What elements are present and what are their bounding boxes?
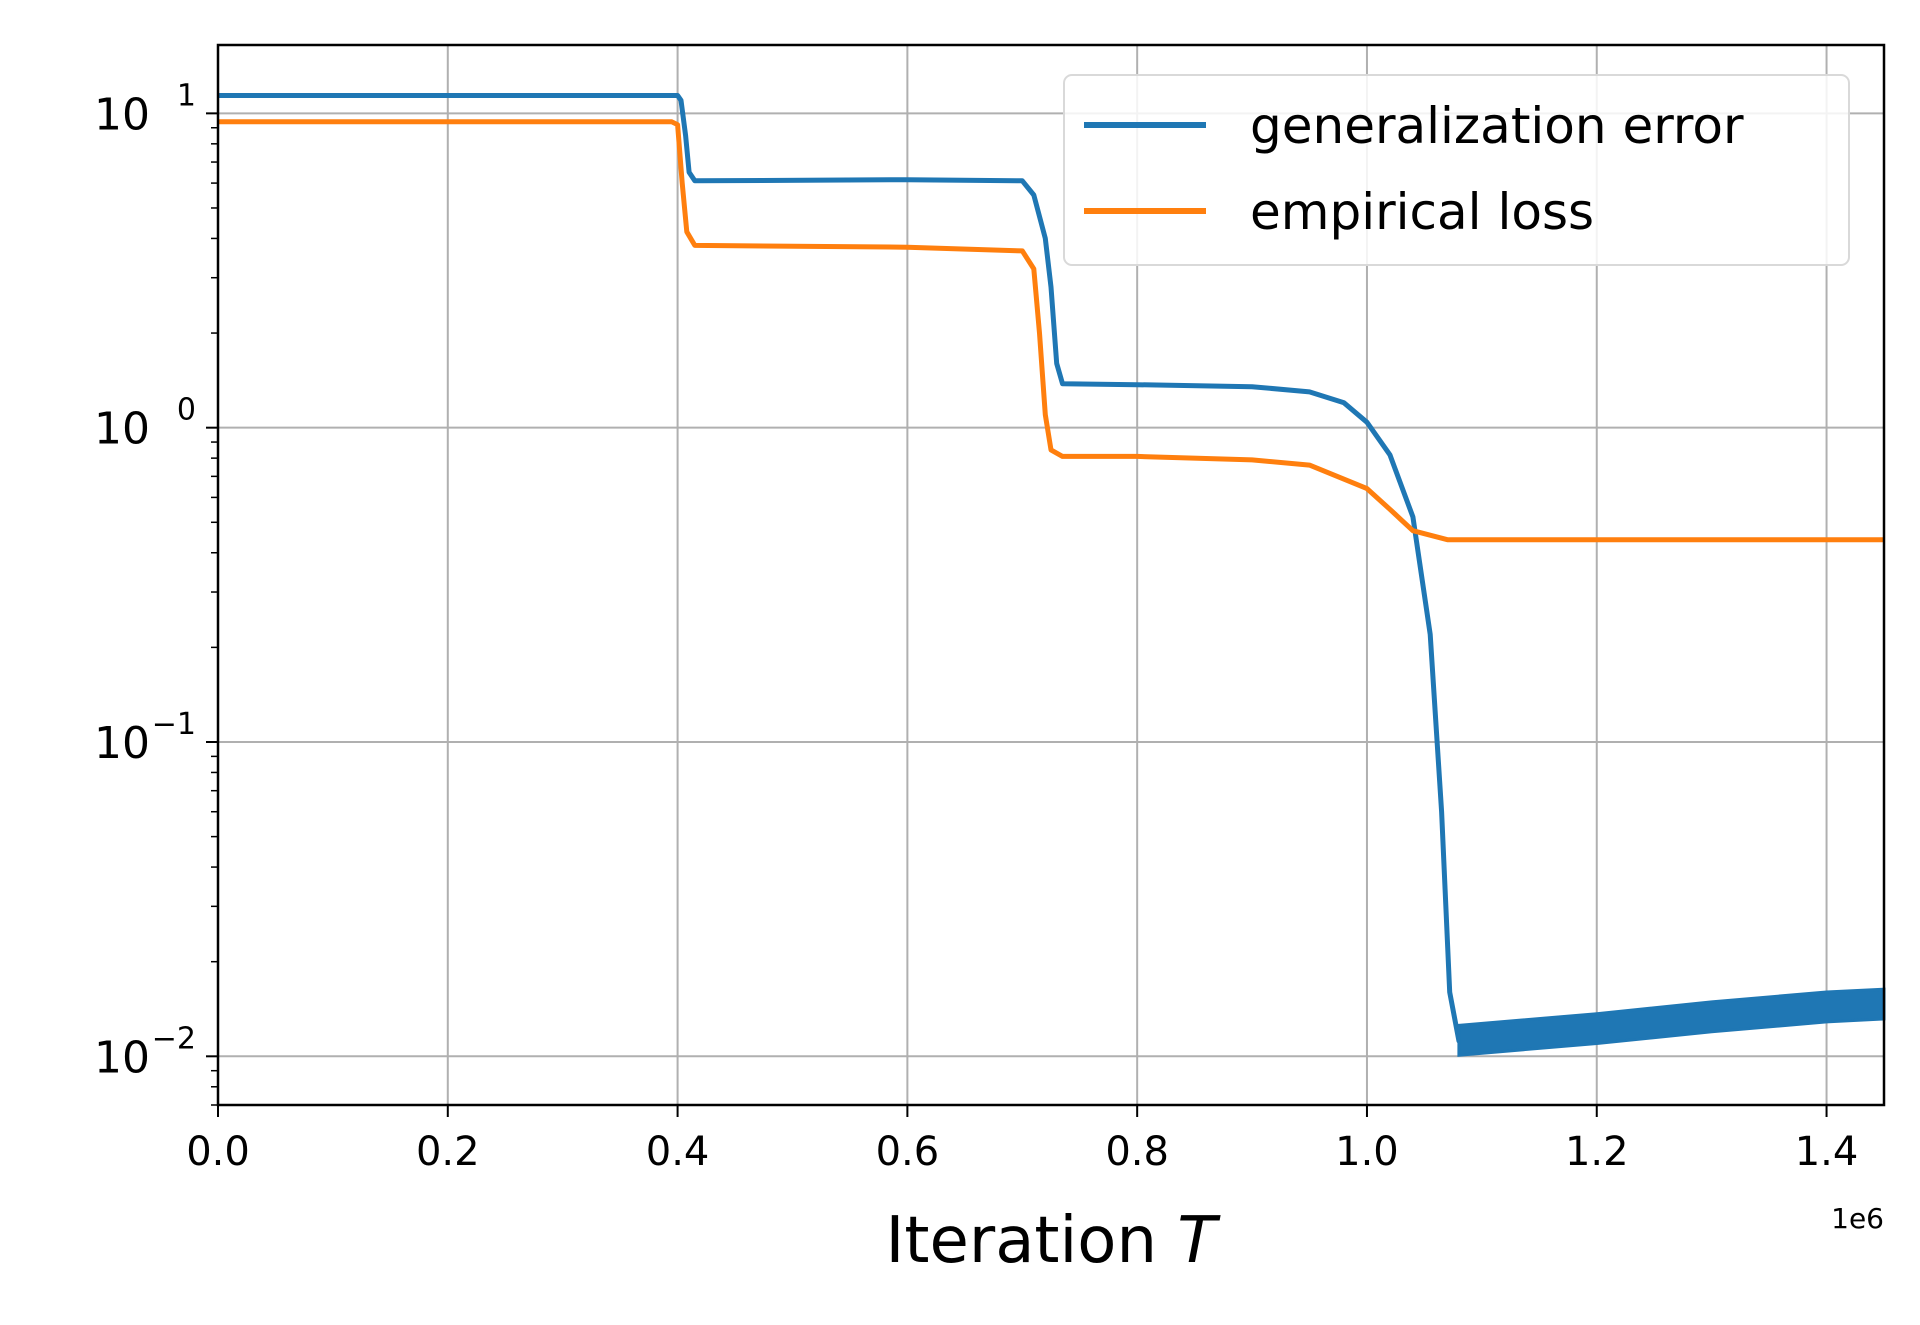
y-tick-base: 10: [94, 1032, 150, 1083]
legend-label: empirical loss: [1250, 183, 1594, 241]
ticks: [206, 112, 1828, 1117]
series-line-generalization-error: [218, 93, 1885, 1044]
y-tick-exponent: −2: [152, 1021, 196, 1056]
x-axis-offset-label: 1e6: [1831, 1202, 1884, 1235]
y-tick-label: 10: [94, 404, 150, 455]
x-tick-label: 1.2: [1565, 1129, 1629, 1175]
y-tick-label: 10: [94, 89, 150, 140]
legend-box: [1063, 74, 1850, 266]
legend-label: generalization error: [1250, 97, 1744, 155]
plot-frame: [216, 43, 1886, 1107]
x-axis-label-text: Iteration: [886, 1204, 1178, 1278]
x-axis-label-variable: T: [1177, 1204, 1221, 1278]
y-tick-label: 10: [94, 1032, 150, 1083]
x-tick-label: 0.2: [416, 1129, 480, 1175]
x-tick-label: 1.0: [1335, 1129, 1399, 1175]
y-tick-base: 10: [94, 718, 150, 769]
series-line-empirical-loss: [218, 119, 1884, 543]
y-tick-exponent: −1: [152, 707, 196, 742]
x-axis-label: Iteration T: [886, 1204, 1222, 1278]
y-tick-base: 10: [94, 404, 150, 455]
y-tick-exponent: 0: [177, 393, 196, 428]
x-tick-label: 0.0: [186, 1129, 250, 1175]
y-tick-label: 10: [94, 718, 150, 769]
x-tick-label: 0.4: [646, 1129, 710, 1175]
y-tick-exponent: 1: [177, 78, 196, 113]
legend: generalization error empirical loss: [1063, 74, 1850, 266]
series: [218, 93, 1886, 1057]
y-tick-base: 10: [94, 89, 150, 140]
x-tick-label: 0.6: [876, 1129, 940, 1175]
x-tick-label: 1.4: [1795, 1129, 1859, 1175]
x-tick-label: 0.8: [1105, 1129, 1169, 1175]
